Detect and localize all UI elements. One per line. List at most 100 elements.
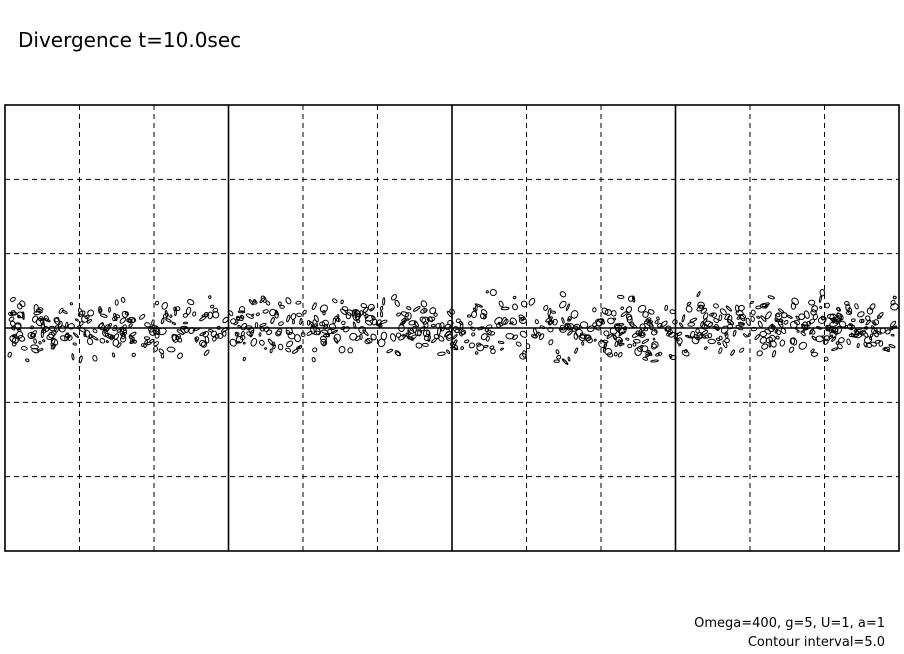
contour	[650, 359, 659, 363]
contour	[691, 336, 700, 345]
contour	[779, 339, 786, 347]
contour	[613, 351, 618, 357]
contour	[819, 306, 823, 309]
contour	[452, 339, 458, 346]
contour	[171, 334, 179, 343]
contour	[730, 349, 735, 356]
contour	[742, 333, 748, 338]
contour	[767, 295, 775, 300]
contour	[555, 349, 560, 355]
contour	[312, 319, 318, 328]
contour	[871, 327, 878, 335]
contour	[853, 333, 862, 339]
contour	[194, 336, 200, 342]
contour	[275, 330, 282, 337]
contour	[30, 344, 39, 350]
contour	[530, 334, 537, 339]
contour	[735, 304, 740, 313]
contour	[239, 306, 246, 313]
contour	[319, 304, 329, 313]
contour	[274, 309, 279, 316]
contour	[12, 334, 20, 340]
annotation: Omega=400, g=5, U=1, a=1	[694, 616, 885, 631]
grid	[5, 105, 899, 551]
contour	[685, 305, 693, 313]
contour	[151, 319, 155, 326]
contour	[865, 315, 871, 321]
contour	[10, 296, 16, 302]
contour	[724, 313, 731, 321]
contour	[745, 317, 751, 326]
contour	[131, 352, 136, 358]
contour	[633, 338, 641, 344]
contour	[292, 348, 299, 354]
contour	[113, 312, 118, 322]
contour	[78, 355, 83, 364]
contour	[651, 343, 657, 350]
contour	[727, 323, 734, 330]
contour	[543, 304, 549, 311]
contour	[499, 347, 504, 351]
contour	[817, 316, 827, 324]
contour	[267, 338, 274, 346]
contour	[311, 302, 317, 311]
contour	[50, 337, 59, 346]
contour	[72, 332, 79, 338]
contour	[774, 317, 779, 321]
contour	[25, 358, 30, 363]
contour	[455, 318, 461, 323]
contour	[615, 323, 625, 327]
contour	[120, 335, 127, 343]
contour	[654, 320, 659, 325]
contour	[800, 330, 806, 337]
contour	[240, 322, 248, 331]
contour	[791, 297, 799, 306]
contour	[84, 329, 91, 338]
contour	[565, 303, 570, 312]
contour	[765, 311, 772, 320]
contour	[377, 338, 386, 348]
contour	[761, 302, 770, 308]
contours	[7, 288, 899, 365]
contour	[164, 310, 168, 318]
contour	[749, 300, 754, 304]
contour	[42, 326, 50, 332]
contour	[341, 306, 349, 311]
contour	[643, 326, 649, 332]
contour	[122, 329, 128, 336]
contour	[86, 318, 93, 324]
contour	[831, 336, 837, 342]
contour	[559, 327, 567, 333]
contour	[498, 300, 504, 308]
contour	[360, 303, 368, 309]
contour	[166, 346, 176, 353]
contour	[549, 310, 557, 314]
contour	[643, 319, 650, 325]
contour	[437, 326, 441, 336]
contour	[722, 340, 728, 349]
contour	[625, 306, 633, 314]
contour	[850, 318, 856, 323]
contour	[222, 330, 227, 337]
contour	[885, 329, 891, 335]
contour	[415, 342, 423, 349]
contour	[427, 334, 431, 342]
contour	[165, 318, 172, 323]
contour	[655, 352, 660, 357]
contour	[539, 325, 546, 330]
contour	[421, 316, 430, 325]
contour	[321, 319, 329, 327]
contour	[306, 330, 313, 336]
contour	[631, 295, 636, 303]
contour	[503, 318, 509, 325]
contour	[364, 315, 374, 322]
contour	[306, 319, 311, 326]
contour	[445, 330, 453, 339]
contour	[592, 307, 597, 313]
contour	[313, 314, 319, 323]
contour	[856, 343, 860, 349]
contour	[79, 321, 84, 326]
contour	[860, 329, 867, 335]
contour	[229, 338, 237, 347]
